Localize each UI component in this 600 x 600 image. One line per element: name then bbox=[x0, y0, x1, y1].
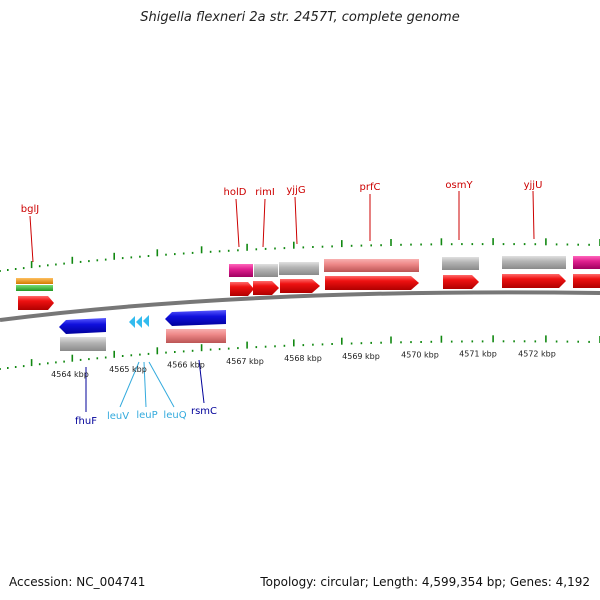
scale-label: 4569 kbp bbox=[342, 352, 380, 361]
gene-label[interactable]: osmY bbox=[445, 180, 473, 191]
bottom-label-leaders bbox=[85, 359, 205, 412]
gene-rimI-box[interactable] bbox=[254, 264, 278, 277]
scale-label: 4571 kbp bbox=[459, 350, 497, 359]
scale-label: 4564 kbp bbox=[51, 370, 89, 379]
gene-label[interactable]: leuP bbox=[136, 410, 157, 421]
cds-yjjU-arrow[interactable] bbox=[502, 274, 566, 288]
cds-yjjG-arrow[interactable] bbox=[280, 279, 320, 293]
gene-label[interactable]: leuQ bbox=[163, 410, 186, 421]
cds-edge-arrow[interactable] bbox=[573, 274, 600, 288]
scale-label: 4572 kbp bbox=[518, 349, 556, 358]
gene-label[interactable]: prfC bbox=[360, 182, 381, 193]
gene-rsmC-box[interactable] bbox=[166, 329, 226, 343]
bottom-gene-labels: fhuF leuV leuP leuQ rsmC bbox=[75, 406, 217, 427]
cds-prfC-arrow[interactable] bbox=[325, 276, 419, 290]
gene-prfC-box[interactable] bbox=[324, 259, 419, 272]
scale-label: 4568 kbp bbox=[284, 354, 322, 363]
scale-label: 4565 kbp bbox=[109, 365, 147, 374]
topology-label: Topology: circular; Length: 4,599,354 bp… bbox=[260, 575, 590, 589]
trna-leuQ-arrow[interactable] bbox=[143, 315, 149, 327]
scale-label: 4570 kbp bbox=[401, 350, 439, 359]
gene-label[interactable]: bglJ bbox=[21, 204, 39, 215]
gene-label[interactable]: holD bbox=[224, 187, 247, 198]
gene-osmY-box[interactable] bbox=[442, 257, 479, 270]
cds-holD-arrow[interactable] bbox=[230, 282, 254, 296]
scale-label: 4567 kbp bbox=[226, 357, 264, 366]
top-gene-labels: bglJ holD rimI yjjG prfC osmY yjjU bbox=[21, 180, 543, 215]
gene-fhuF-box[interactable] bbox=[60, 337, 106, 351]
gene-label[interactable]: yjjG bbox=[286, 185, 305, 196]
gene-label[interactable]: yjjU bbox=[524, 180, 543, 191]
gene-rsmC-arrow[interactable] bbox=[165, 310, 226, 326]
gene-arrow[interactable] bbox=[18, 296, 54, 310]
gene-holD-box[interactable] bbox=[229, 264, 253, 277]
gene-label[interactable]: leuV bbox=[107, 411, 129, 422]
trna-leuV-arrow[interactable] bbox=[129, 316, 135, 328]
top-label-leaders bbox=[29, 190, 535, 263]
forward-scale-track bbox=[0, 238, 600, 272]
trna-leuP-arrow[interactable] bbox=[136, 316, 142, 328]
gene-label[interactable]: rsmC bbox=[191, 406, 217, 417]
scale-label: 4566 kbp bbox=[167, 361, 205, 370]
feature-green-bar[interactable] bbox=[16, 285, 53, 291]
gene-label[interactable]: rimI bbox=[255, 187, 275, 198]
gene-yjjU-box[interactable] bbox=[502, 256, 566, 269]
gene-fhuF-arrow[interactable] bbox=[59, 318, 106, 334]
accession-label: Accession: NC_004741 bbox=[9, 575, 146, 589]
gene-yjjG-box[interactable] bbox=[279, 262, 319, 275]
scale-labels: 4564 kbp 4565 kbp 4566 kbp 4567 kbp 4568 kbp… bbox=[51, 349, 556, 379]
genome-title: Shigella flexneri 2a str. 2457T, complet… bbox=[140, 10, 460, 25]
gene-label[interactable]: fhuF bbox=[75, 416, 97, 427]
gene-edge-box[interactable] bbox=[573, 256, 600, 269]
cds-rimI-arrow[interactable] bbox=[253, 281, 279, 295]
forward-strand-features bbox=[16, 256, 600, 310]
feature-orange-bar[interactable] bbox=[16, 278, 53, 284]
genome-backbone bbox=[0, 290, 600, 322]
reverse-scale-track bbox=[0, 335, 600, 370]
cds-osmY-arrow[interactable] bbox=[443, 275, 479, 289]
reverse-strand-features bbox=[59, 310, 226, 351]
